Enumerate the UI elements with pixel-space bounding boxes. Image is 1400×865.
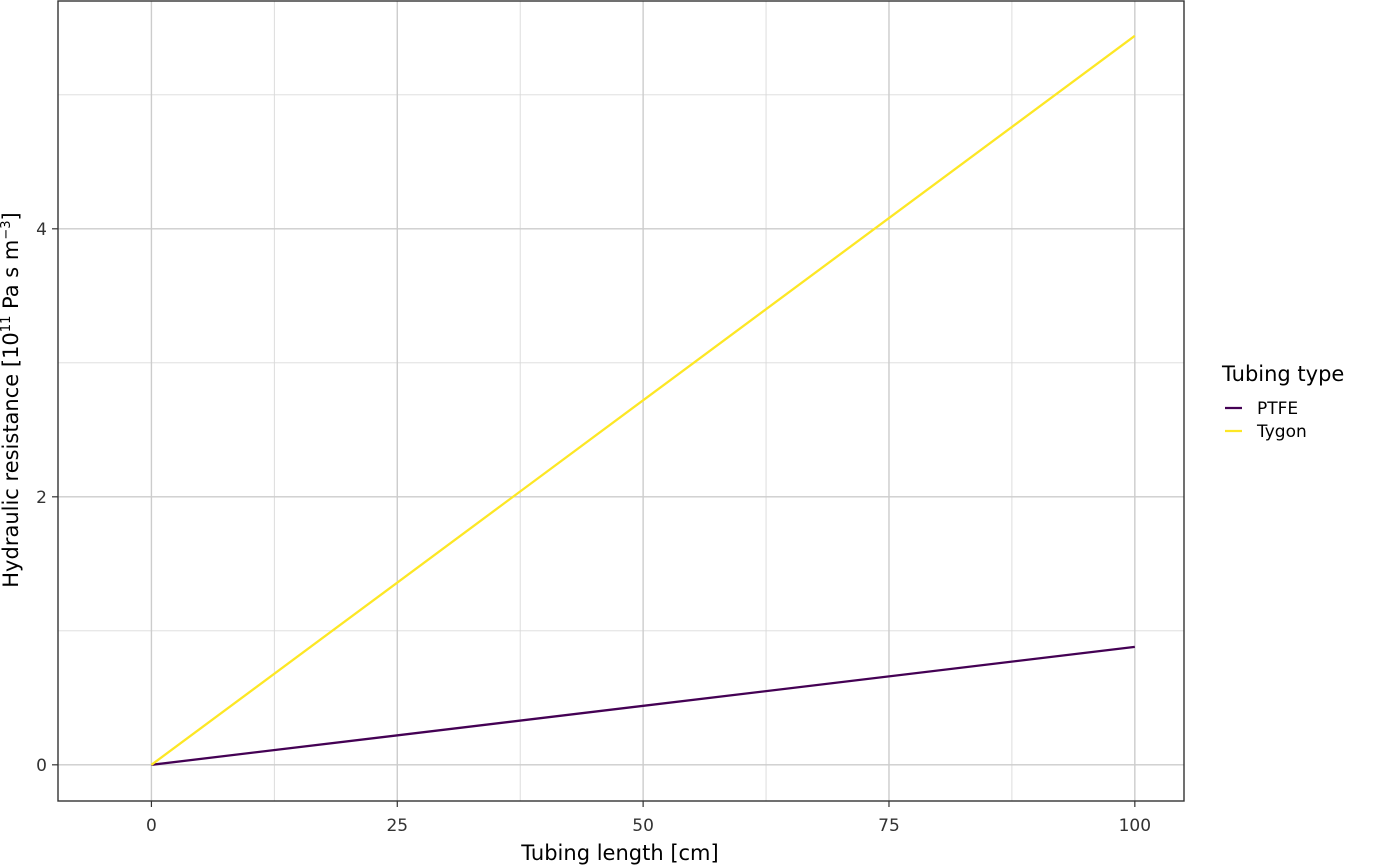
x-axis-title: Tubing length [cm] xyxy=(520,841,718,865)
legend-title: Tubing type xyxy=(1221,362,1344,386)
y-axis-ticks: 0 2 4 xyxy=(36,220,58,776)
y-tick-label: 2 xyxy=(36,488,47,508)
y-axis-title-exponent: 11 xyxy=(0,316,14,333)
y-tick-label: 0 xyxy=(36,756,47,776)
series-lines xyxy=(150,34,1136,766)
legend-label-ptfe: PTFE xyxy=(1257,399,1298,419)
x-tick-label: 25 xyxy=(386,816,408,836)
x-tick-label: 100 xyxy=(1119,816,1151,836)
y-axis-title-main: Hydraulic resistance [10 xyxy=(0,332,23,588)
legend-items: PTFE Tygon xyxy=(1225,399,1307,442)
y-axis-title-unit-exponent: −3 xyxy=(0,220,14,239)
legend: Tubing type PTFE Tygon xyxy=(1221,362,1344,442)
y-axis-title: Hydraulic resistance [1011 Pa s m−3] xyxy=(0,212,23,587)
x-axis-ticks: 0 25 50 75 100 xyxy=(146,801,1151,836)
series-line-tygon xyxy=(150,34,1136,766)
series-line-ptfe xyxy=(151,645,1135,766)
grid-major xyxy=(58,1,1184,801)
x-tick-label: 0 xyxy=(146,816,157,836)
legend-label-tygon: Tygon xyxy=(1256,422,1307,442)
panel-border xyxy=(57,0,1185,802)
y-axis-title-unit: Pa s m xyxy=(0,240,23,316)
y-tick-label: 4 xyxy=(36,220,47,240)
x-tick-label: 75 xyxy=(878,816,900,836)
y-axis-title-end: ] xyxy=(0,212,23,220)
grid-minor xyxy=(58,1,1184,801)
x-tick-label: 50 xyxy=(632,816,654,836)
